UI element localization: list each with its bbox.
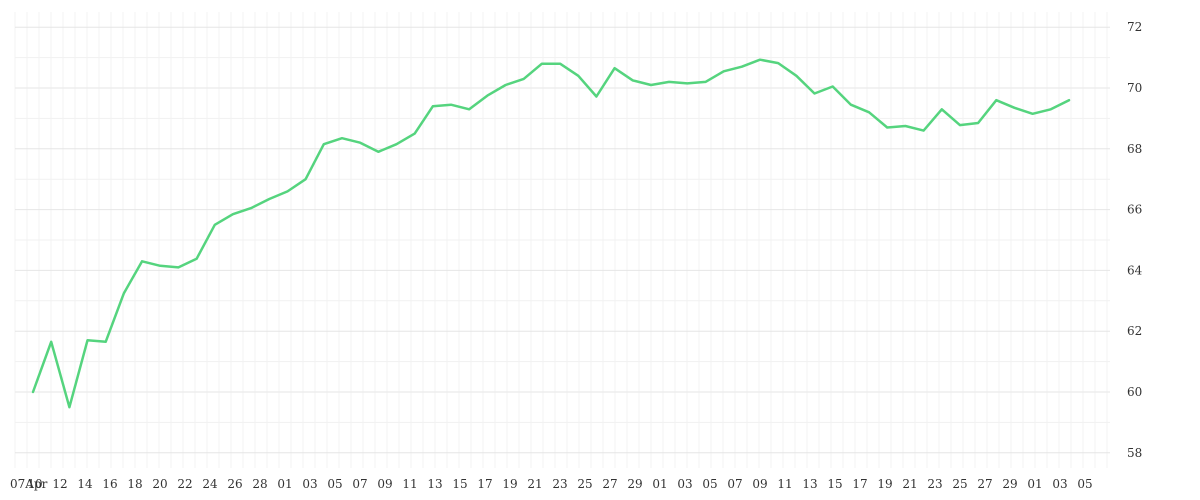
x-tick-label: 07	[727, 477, 742, 491]
x-tick-label: 17	[477, 477, 492, 491]
x-tick-label: 19	[502, 477, 517, 491]
y-tick-label: 58	[1127, 446, 1142, 460]
x-tick-label: 13	[802, 477, 817, 491]
x-tick-label: 21	[527, 477, 542, 491]
x-tick-label: 27	[977, 477, 992, 491]
x-tick-label: 21	[902, 477, 917, 491]
x-tick-label: 15	[827, 477, 842, 491]
x-tick-label: 22	[177, 477, 192, 491]
x-tick-label: 17	[852, 477, 867, 491]
x-tick-label: 03	[302, 477, 317, 491]
x-tick-label: 09	[377, 477, 392, 491]
x-tick-label: 03	[677, 477, 692, 491]
x-tick-label: 25	[952, 477, 967, 491]
y-tick-label: 64	[1127, 263, 1143, 277]
x-tick-label: 29	[1002, 477, 1017, 491]
x-tick-label: 07Apr	[10, 477, 48, 491]
x-tick-label: 23	[552, 477, 567, 491]
y-tick-label: 72	[1127, 20, 1142, 34]
x-tick-label: 27	[602, 477, 617, 491]
x-tick-label: 20	[152, 477, 167, 491]
x-tick-label: 01	[1027, 477, 1042, 491]
x-tick-label: 26	[227, 477, 242, 491]
x-tick-label: 25	[577, 477, 592, 491]
x-tick-label: 29	[627, 477, 642, 491]
x-tick-label: 03	[1052, 477, 1067, 491]
y-tick-label: 62	[1127, 324, 1142, 338]
x-tick-label: 05	[702, 477, 717, 491]
x-tick-label: 18	[127, 477, 142, 491]
x-tick-label: 15	[452, 477, 467, 491]
y-tick-label: 70	[1127, 81, 1142, 95]
y-tick-label: 66	[1127, 203, 1142, 217]
x-tick-label: 11	[777, 477, 792, 491]
y-tick-label: 68	[1127, 142, 1142, 156]
x-tick-label: 11	[402, 477, 417, 491]
series-line	[31, 58, 1071, 409]
x-tick-label: 23	[927, 477, 942, 491]
x-tick-label: 05	[1077, 477, 1092, 491]
x-tick-label: 12	[52, 477, 67, 491]
x-tick-label: 01	[277, 477, 292, 491]
x-tick-label: 05	[327, 477, 342, 491]
series-layer	[31, 58, 1071, 409]
horizontal-gridlines	[15, 26, 1110, 454]
x-tick-label: 14	[77, 477, 93, 491]
x-tick-label: 28	[252, 477, 267, 491]
x-tick-label: 07	[352, 477, 367, 491]
y-axis-tick-labels: 58 60 62 64 66 68 70 72	[1127, 20, 1143, 460]
x-tick-label: 01	[652, 477, 667, 491]
x-tick-label: 13	[427, 477, 442, 491]
x-tick-label: 24	[202, 477, 218, 491]
x-tick-label: 19	[877, 477, 892, 491]
x-tick-label: 09	[752, 477, 767, 491]
y-tick-label: 60	[1127, 385, 1142, 399]
x-tick-label: 16	[102, 477, 117, 491]
x-tick-label: 10	[27, 477, 42, 491]
